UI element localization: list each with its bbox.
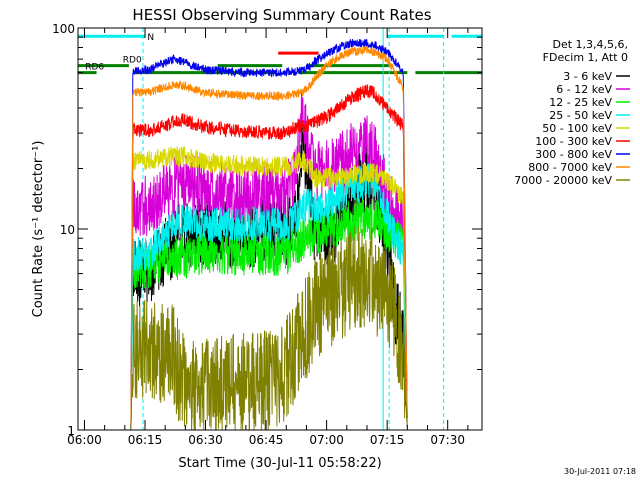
series-line-2 bbox=[130, 197, 408, 431]
y-tick-label: 10 bbox=[60, 223, 75, 237]
legend: Det 1,3,4,5,6,FDecim 1, Att 0 3 - 6 keV6 … bbox=[514, 38, 630, 187]
x-tick-label: 06:00 bbox=[67, 433, 102, 447]
x-tick-label: 07:00 bbox=[309, 433, 344, 447]
y-tick-label: 1 bbox=[67, 424, 75, 438]
y-tick-label: 100 bbox=[52, 22, 75, 36]
legend-entry-5: 100 - 300 keV bbox=[535, 135, 612, 148]
legend-entry-0: 3 - 6 keV bbox=[563, 70, 612, 83]
legend-entry-3: 25 - 50 keV bbox=[549, 109, 612, 122]
footer-timestamp: 30-Jul-2011 07:18 bbox=[564, 467, 636, 476]
legend-entry-1: 6 - 12 keV bbox=[556, 83, 612, 96]
legend-entry-4: 50 - 100 keV bbox=[542, 122, 612, 135]
legend-header-1: FDecim 1, Att 0 bbox=[543, 51, 628, 64]
x-tick-label: 06:15 bbox=[128, 433, 163, 447]
x-tick-label: 06:45 bbox=[249, 433, 284, 447]
flag-label-RD0: RD0 bbox=[123, 56, 142, 66]
legend-entry-8: 7000 - 20000 keV bbox=[514, 174, 612, 187]
legend-entry-2: 12 - 25 keV bbox=[549, 96, 612, 109]
series-line-6 bbox=[130, 38, 408, 431]
legend-header-0: Det 1,3,4,5,6, bbox=[552, 38, 628, 51]
series-group bbox=[130, 38, 408, 432]
y-axis-label: Count Rate (s⁻¹ detector⁻¹) bbox=[31, 141, 46, 318]
chart-title: HESSI Observing Summary Count Rates bbox=[132, 6, 431, 24]
x-tick-label: 07:15 bbox=[370, 433, 405, 447]
axes: 06:00 06:15 06:30 06:45 07:00 07:15 07:30 1 10 10… bbox=[52, 22, 482, 447]
x-tick-label: 06:30 bbox=[188, 433, 223, 447]
legend-entry-7: 800 - 7000 keV bbox=[528, 161, 612, 174]
x-axis-label: Start Time (30-Jul-11 05:58:22) bbox=[178, 456, 381, 471]
legend-entry-6: 300 - 800 keV bbox=[535, 148, 612, 161]
series-line-8 bbox=[130, 226, 408, 432]
series-line-1 bbox=[130, 91, 408, 431]
x-tick-label: 07:30 bbox=[430, 433, 465, 447]
series-line-4 bbox=[130, 146, 408, 431]
flag-label-RD6: RD6 bbox=[85, 63, 104, 73]
series-line-7 bbox=[130, 45, 408, 431]
flag-label-N: N bbox=[147, 33, 154, 43]
series-line-5 bbox=[130, 84, 408, 431]
